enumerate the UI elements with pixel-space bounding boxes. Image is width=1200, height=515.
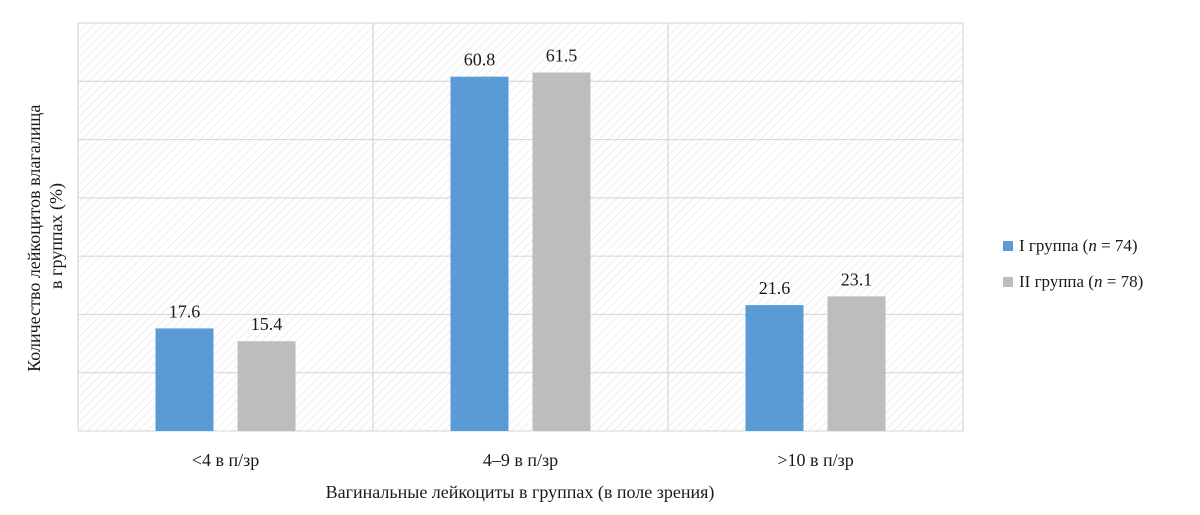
legend-swatch-group-2: [1003, 277, 1013, 287]
x-tick-label-1: <4 в п/зр: [192, 450, 259, 470]
bar-series-1-cat-3: [745, 305, 804, 431]
data-label-series-1-cat-1: 17.6: [169, 301, 201, 321]
data-label-series-1-cat-3: 21.6: [759, 278, 791, 298]
bar-series-2-cat-3: [827, 296, 886, 431]
legend-label-group-1: I группа (n = 74): [1019, 236, 1138, 255]
gridlines: [77, 22, 964, 432]
bar-series-2-cat-1: [237, 341, 296, 431]
data-label-series-2-cat-2: 61.5: [546, 46, 578, 66]
data-label-series-2-cat-3: 23.1: [841, 269, 873, 289]
x-axis-label: Вагинальные лейкоциты в группах (в поле …: [326, 482, 715, 503]
legend-label-group-2: II группа (n = 78): [1019, 272, 1144, 291]
bar-series-1-cat-2: [450, 76, 509, 431]
data-label-series-1-cat-2: 60.8: [464, 50, 496, 70]
bar-series-1-cat-1: [155, 328, 214, 431]
legend-swatch-group-1: [1003, 241, 1013, 251]
x-tick-label-2: 4–9 в п/зр: [483, 450, 558, 470]
x-tick-label-3: >10 в п/зр: [777, 450, 853, 470]
legend-item-group-1: I группа (n = 74): [1003, 234, 1143, 258]
x-tick-labels: <4 в п/зр 4–9 в п/зр >10 в п/зр: [192, 450, 854, 470]
data-labels: 17.6 15.4 60.8 61.5 21.6 23.1: [169, 46, 873, 335]
svg-text:Количество лейкоцитов влагалищ: Количество лейкоцитов влагалища в группа…: [24, 100, 67, 372]
y-axis-label: Количество лейкоцитов влагалища в группа…: [24, 100, 67, 372]
y-axis-label-line-2: в группах (%): [46, 183, 67, 289]
legend-item-group-2: II группа (n = 78): [1003, 270, 1143, 294]
plot-area: [78, 23, 963, 431]
data-label-series-2-cat-1: 15.4: [251, 314, 283, 334]
bar-series-2-cat-2: [532, 72, 591, 432]
legend: I группа (n = 74) II группа (n = 78): [1003, 234, 1143, 306]
bars: [155, 72, 886, 432]
y-axis-label-line-1: Количество лейкоцитов влагалища: [24, 105, 44, 372]
